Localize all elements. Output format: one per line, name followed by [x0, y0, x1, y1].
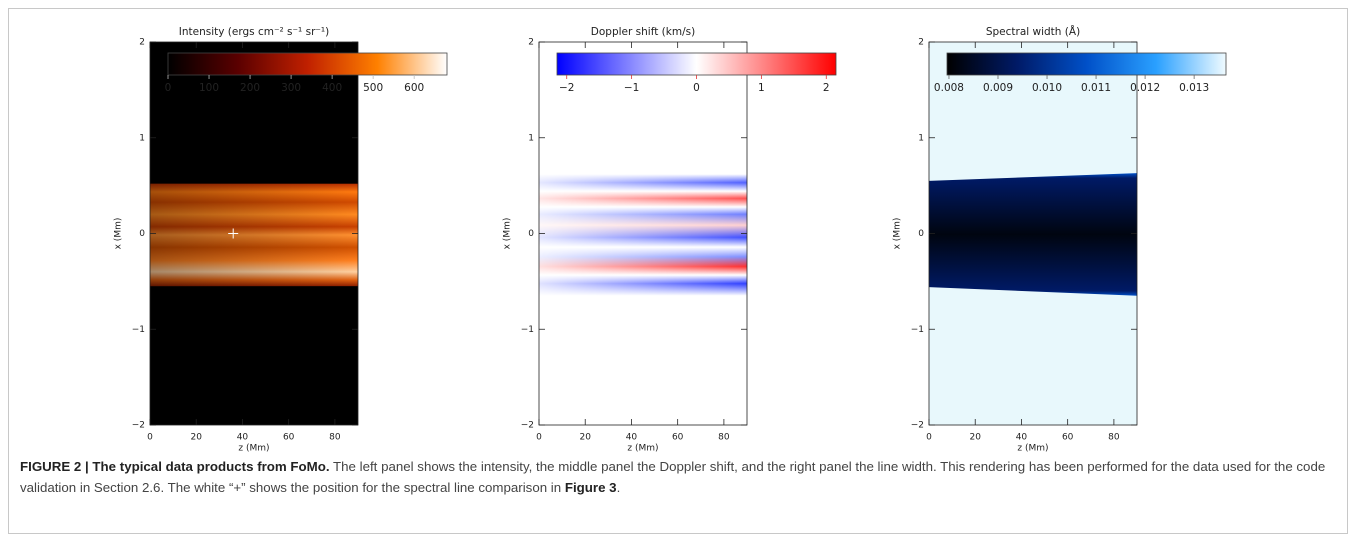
y-axis-label: x (Mm): [893, 218, 903, 250]
x-tick-label: 20: [190, 433, 202, 443]
caption: FIGURE 2 | The typical data products fro…: [20, 456, 1345, 498]
y-tick-label: −1: [521, 325, 534, 335]
chart-title: Doppler shift (km/s): [591, 26, 695, 38]
image-fade: [539, 174, 747, 296]
x-tick-label: 60: [283, 433, 295, 443]
y-axis-label: x (Mm): [114, 218, 124, 250]
colorbar: [946, 52, 1227, 76]
colorbar-tick-label: 100: [199, 82, 219, 94]
y-tick-label: 0: [528, 229, 534, 239]
chart-title: Intensity (ergs cm⁻² s⁻¹ sr⁻¹): [179, 26, 330, 38]
caption-ref: Figure 3: [564, 480, 617, 495]
colorbar: [167, 52, 448, 76]
colorbar-tick-label: 500: [363, 82, 383, 94]
y-tick-label: 2: [918, 38, 924, 48]
colorbar-tick-label: −2: [559, 82, 574, 94]
figure: Intensity (ergs cm⁻² s⁻¹ sr⁻¹) z (Mm) x (M…: [114, 25, 1227, 454]
x-tick-label: 20: [969, 433, 981, 443]
y-tick-label: 0: [139, 229, 145, 239]
x-tick-label: 80: [1108, 433, 1120, 443]
figure-frame: [8, 8, 1348, 534]
x-tick-label: 80: [329, 433, 341, 443]
colorbar: [556, 52, 837, 76]
x-axis-label: z (Mm): [238, 444, 269, 454]
y-tick-label: −2: [911, 421, 924, 431]
chart-title: Spectral width (Å): [986, 25, 1080, 38]
y-tick-label: 1: [139, 133, 145, 143]
caption-text: The left panel shows the intensity, the …: [20, 459, 1326, 495]
colorbar-tick-label: 400: [322, 82, 342, 94]
caption-end: .: [616, 480, 621, 495]
y-tick-label: 1: [528, 133, 534, 143]
y-axis-label: x (Mm): [503, 218, 513, 250]
x-tick-label: 40: [1016, 433, 1028, 443]
colorbar-tick-label: 600: [404, 82, 424, 94]
colorbar-tick-label: 1: [758, 82, 765, 94]
x-tick-label: 80: [718, 433, 730, 443]
image-band: [929, 173, 1137, 296]
marker: [228, 228, 239, 239]
colorbar-tick-label: −1: [624, 82, 639, 94]
x-tick-label: 60: [1062, 433, 1074, 443]
y-tick-label: −2: [132, 421, 145, 431]
x-tick-label: 40: [626, 433, 638, 443]
x-tick-label: 60: [672, 433, 684, 443]
x-axis-label: z (Mm): [627, 444, 658, 454]
x-axis-label: z (Mm): [1017, 444, 1048, 454]
x-tick-label: 0: [536, 433, 542, 443]
x-tick-label: 40: [237, 433, 249, 443]
colorbar-tick-label: 0.011: [1081, 82, 1111, 94]
caption-label: FIGURE 2 | The typical data products fro…: [20, 459, 330, 474]
y-tick-label: 1: [918, 133, 924, 143]
image-shade: [150, 183, 358, 287]
colorbar-tick-label: 0.012: [1130, 82, 1160, 94]
colorbar-tick-label: 0: [693, 82, 700, 94]
y-tick-label: −2: [521, 421, 534, 431]
colorbar-tick-label: 0.008: [934, 82, 964, 94]
y-tick-label: 2: [139, 38, 145, 48]
y-tick-label: −1: [132, 325, 145, 335]
colorbar-tick-label: 300: [281, 82, 301, 94]
colorbar-tick-label: 200: [240, 82, 260, 94]
y-tick-label: 2: [528, 38, 534, 48]
y-tick-label: −1: [911, 325, 924, 335]
x-tick-label: 20: [579, 433, 591, 443]
colorbar-tick-label: 2: [823, 82, 830, 94]
y-tick-label: 0: [918, 229, 924, 239]
x-tick-label: 0: [147, 433, 153, 443]
colorbar-tick-label: 0.013: [1179, 82, 1209, 94]
colorbar-tick-label: 0: [165, 82, 172, 94]
x-tick-label: 0: [926, 433, 932, 443]
colorbar-tick-label: 0.010: [1032, 82, 1062, 94]
colorbar-tick-label: 0.009: [983, 82, 1013, 94]
